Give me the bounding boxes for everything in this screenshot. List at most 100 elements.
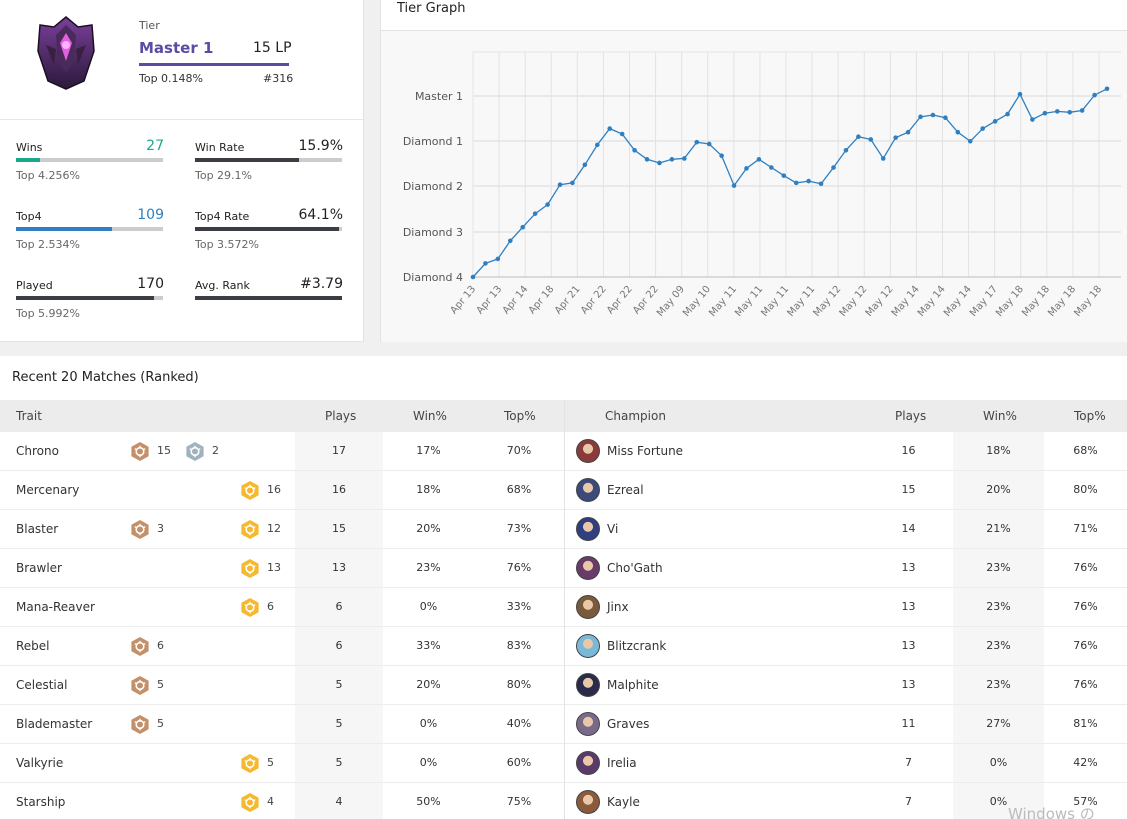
graph-point[interactable] bbox=[967, 138, 973, 144]
graph-point[interactable] bbox=[632, 148, 637, 153]
champion-row[interactable]: Kayle 7 0% 57% bbox=[565, 783, 1127, 819]
trait-row[interactable]: Mana-Reaver 6 6 0% 33% bbox=[0, 588, 564, 627]
graph-point[interactable] bbox=[1092, 92, 1097, 98]
champion-win: 23% bbox=[953, 666, 1044, 704]
graph-point[interactable] bbox=[570, 180, 575, 186]
trait-row[interactable]: Blaster 3 12 15 20% 73% bbox=[0, 510, 564, 549]
graph-point[interactable] bbox=[769, 165, 774, 170]
graph-x-label: Apr 18 bbox=[527, 284, 557, 317]
graph-point[interactable] bbox=[893, 135, 898, 140]
graph-point[interactable] bbox=[831, 165, 836, 170]
trait-row[interactable]: Valkyrie 5 5 0% 60% bbox=[0, 744, 564, 783]
champion-row[interactable]: Irelia 7 0% 42% bbox=[565, 744, 1127, 783]
graph-point[interactable] bbox=[483, 261, 488, 266]
graph-point[interactable] bbox=[644, 157, 650, 162]
table-divider bbox=[564, 400, 565, 819]
champion-row[interactable]: Miss Fortune 16 18% 68% bbox=[565, 432, 1127, 471]
trait-row[interactable]: Rebel 6 6 33% 83% bbox=[0, 627, 564, 666]
champion-row[interactable]: Blitzcrank 13 23% 76% bbox=[565, 627, 1127, 666]
graph-point[interactable] bbox=[545, 202, 550, 207]
trait-win: 18% bbox=[416, 483, 441, 496]
graph-point[interactable] bbox=[669, 157, 675, 162]
champion-row[interactable]: Ezreal 15 20% 80% bbox=[565, 471, 1127, 510]
graph-point[interactable] bbox=[781, 173, 787, 178]
graph-point[interactable] bbox=[806, 178, 811, 184]
graph-point[interactable] bbox=[1054, 109, 1060, 114]
graph-point[interactable] bbox=[557, 182, 563, 187]
graph-point[interactable] bbox=[1030, 117, 1035, 122]
graph-point[interactable] bbox=[719, 153, 724, 159]
champion-name: Jinx bbox=[607, 600, 629, 614]
graph-x-label: May 18 bbox=[1072, 284, 1104, 319]
trait-name: Starship bbox=[16, 795, 66, 809]
graph-point[interactable] bbox=[619, 131, 625, 137]
champion-row[interactable]: Graves 11 27% 81% bbox=[565, 705, 1127, 744]
graph-point[interactable] bbox=[520, 224, 526, 230]
trait-win: 23% bbox=[416, 561, 441, 574]
graph-point[interactable] bbox=[1017, 91, 1023, 97]
graph-point[interactable] bbox=[657, 160, 662, 166]
graph-point[interactable] bbox=[880, 156, 886, 161]
trait-win: 0% bbox=[419, 756, 438, 769]
graph-point[interactable] bbox=[943, 115, 948, 121]
champion-win-header: Win% bbox=[983, 409, 1017, 423]
graph-point[interactable] bbox=[868, 137, 874, 142]
graph-point[interactable] bbox=[1079, 108, 1085, 113]
graph-point[interactable] bbox=[582, 162, 588, 168]
trait-row[interactable]: Celestial 5 5 20% 80% bbox=[0, 666, 564, 705]
trait-row[interactable]: Mercenary 16 16 18% 68% bbox=[0, 471, 564, 510]
graph-point[interactable] bbox=[470, 274, 476, 280]
graph-point[interactable] bbox=[694, 139, 700, 145]
graph-point[interactable] bbox=[532, 211, 538, 216]
trait-gold-badge-icon bbox=[240, 792, 260, 813]
graph-header-divider bbox=[381, 30, 1127, 31]
trait-row[interactable]: Brawler 13 13 23% 76% bbox=[0, 549, 564, 588]
trait-gold-badge-icon bbox=[240, 480, 260, 501]
champion-plays: 13 bbox=[901, 561, 916, 574]
trait-name: Mercenary bbox=[16, 483, 80, 497]
trait-row[interactable]: Blademaster 5 5 0% 40% bbox=[0, 705, 564, 744]
graph-point[interactable] bbox=[955, 129, 961, 135]
trait-row[interactable]: Starship 4 4 50% 75% bbox=[0, 783, 564, 819]
trait-badge-count: 5 bbox=[267, 756, 274, 769]
graph-point[interactable] bbox=[507, 238, 513, 244]
graph-point[interactable] bbox=[856, 134, 861, 140]
graph-point[interactable] bbox=[905, 129, 911, 135]
graph-point[interactable] bbox=[756, 157, 762, 162]
graph-point[interactable] bbox=[1042, 110, 1048, 116]
graph-point[interactable] bbox=[843, 148, 849, 153]
graph-point[interactable] bbox=[1104, 86, 1110, 92]
graph-point[interactable] bbox=[1067, 109, 1073, 115]
graph-point[interactable] bbox=[731, 183, 737, 188]
graph-point[interactable] bbox=[793, 180, 799, 186]
graph-point[interactable] bbox=[706, 141, 712, 147]
champion-row[interactable]: Vi 14 21% 71% bbox=[565, 510, 1127, 549]
champion-plays: 13 bbox=[901, 600, 916, 613]
graph-point[interactable] bbox=[992, 119, 998, 124]
champion-row[interactable]: Malphite 13 23% 76% bbox=[565, 666, 1127, 705]
champion-name: Irelia bbox=[607, 756, 637, 770]
graph-point[interactable] bbox=[495, 256, 501, 262]
trait-win: 50% bbox=[416, 795, 441, 808]
tier-lp: 15 LP bbox=[253, 40, 292, 56]
graph-point[interactable] bbox=[1005, 111, 1010, 117]
graph-y-label: Master 1 bbox=[415, 90, 463, 103]
graph-point[interactable] bbox=[930, 112, 936, 118]
champion-row[interactable]: Cho'Gath 13 23% 76% bbox=[565, 549, 1127, 588]
trait-top: 60% bbox=[506, 756, 532, 769]
graph-point[interactable] bbox=[744, 166, 749, 171]
champion-top: 76% bbox=[1073, 561, 1098, 574]
champion-row[interactable]: Jinx 13 23% 76% bbox=[565, 588, 1127, 627]
graph-point[interactable] bbox=[818, 181, 824, 187]
champion-top: 76% bbox=[1073, 678, 1098, 691]
graph-point[interactable] bbox=[980, 126, 985, 131]
graph-point[interactable] bbox=[682, 156, 687, 161]
graph-point[interactable] bbox=[595, 142, 600, 148]
trait-badge-count: 5 bbox=[157, 678, 164, 691]
trait-row[interactable]: Chrono 15 2 17 17% 70% bbox=[0, 432, 564, 471]
graph-point[interactable] bbox=[607, 126, 613, 131]
graph-point[interactable] bbox=[918, 114, 923, 120]
champion-avatar bbox=[576, 439, 600, 463]
trait-badge-count: 12 bbox=[267, 522, 281, 535]
graph-title: Tier Graph bbox=[397, 1, 466, 16]
